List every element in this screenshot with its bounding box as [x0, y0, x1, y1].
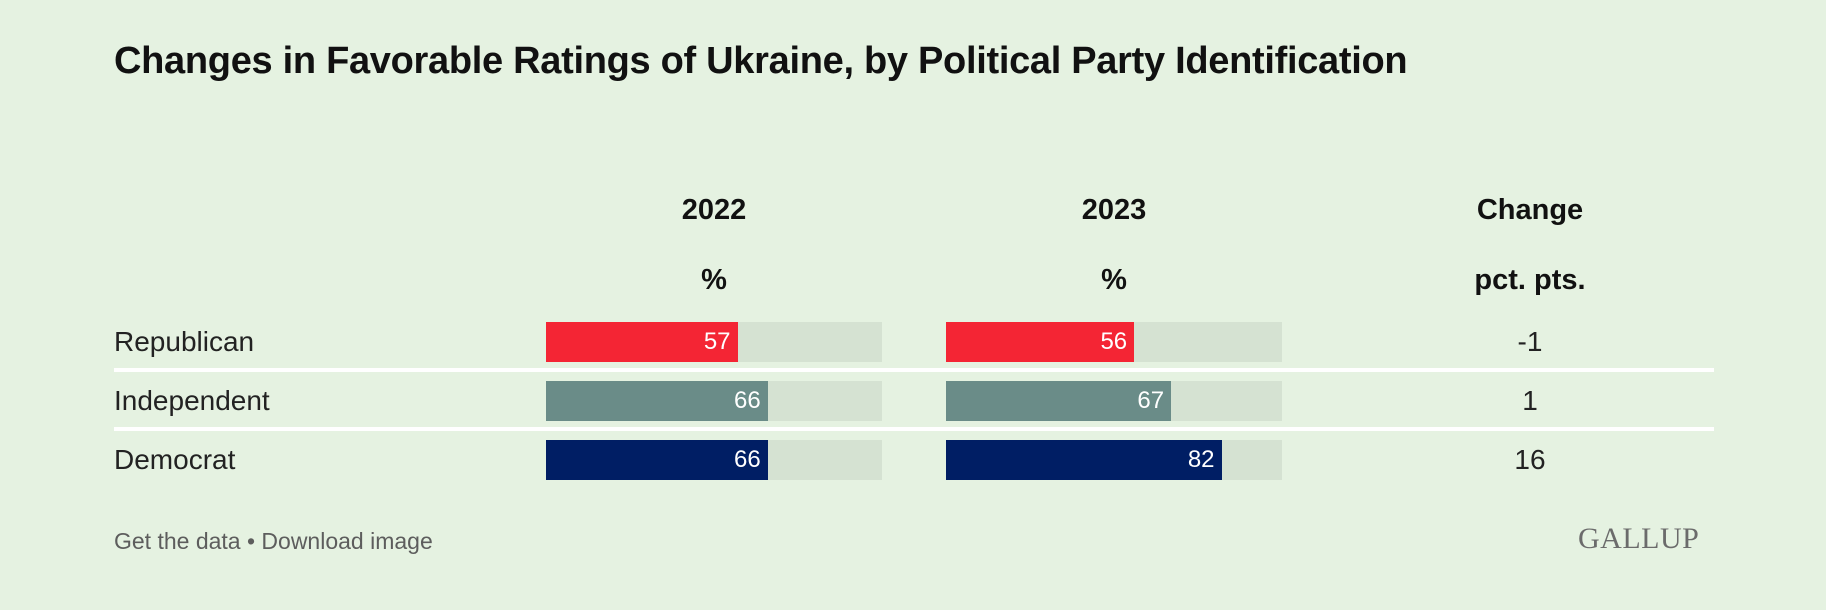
table-row-republican: Republican 57 56 -1 — [114, 322, 1714, 362]
bar-democrat-2023: 82 — [946, 440, 1222, 480]
change-value: 1 — [1522, 385, 1538, 416]
row-label: Republican — [114, 326, 255, 357]
bar-track-2023: 67 — [946, 381, 1282, 421]
bar-track-2023: 56 — [946, 322, 1282, 362]
change-value: -1 — [1517, 326, 1543, 357]
bar-value-label: 57 — [703, 328, 731, 355]
bar-value-label: 82 — [1187, 446, 1215, 473]
column-header-2022: 2022 — [681, 194, 747, 226]
chart-title: Changes in Favorable Ratings of Ukraine,… — [114, 40, 1408, 82]
column-unit-2023: % — [1101, 264, 1127, 296]
bar-track-2022: 66 — [546, 440, 882, 480]
bar-value-label: 56 — [1100, 328, 1128, 355]
row-divider — [114, 427, 1714, 431]
bar-track-2022: 66 — [546, 381, 882, 421]
change-value: 16 — [1514, 444, 1546, 475]
column-header-change: Change — [1476, 194, 1584, 226]
row-divider — [114, 368, 1714, 372]
column-unit-2022: % — [701, 264, 727, 296]
bar-track-2022: 57 — [546, 322, 882, 362]
bar-value-label: 66 — [734, 446, 761, 473]
bar-track-2023: 82 — [946, 440, 1282, 480]
row-label: Democrat — [114, 444, 236, 475]
bar-democrat-2022: 66 — [546, 440, 768, 480]
bar-value-label: 66 — [734, 387, 761, 414]
row-label: Independent — [114, 385, 270, 416]
bar-independent-2023: 67 — [946, 381, 1172, 421]
column-unit-change: pct. pts. — [1474, 264, 1586, 296]
table-row-independent: Independent 66 67 1 — [114, 381, 1714, 421]
footer-links[interactable]: Get the data • Download image — [114, 528, 433, 554]
column-header-2023: 2023 — [1081, 194, 1147, 226]
bar-republican-2022: 57 — [546, 322, 738, 362]
bar-independent-2022: 66 — [546, 381, 768, 421]
bar-value-label: 67 — [1137, 387, 1165, 414]
gallup-logo: GALLUP — [1578, 522, 1700, 555]
table-row-democrat: Democrat 66 82 16 — [114, 440, 1714, 480]
bar-republican-2023: 56 — [946, 322, 1135, 362]
